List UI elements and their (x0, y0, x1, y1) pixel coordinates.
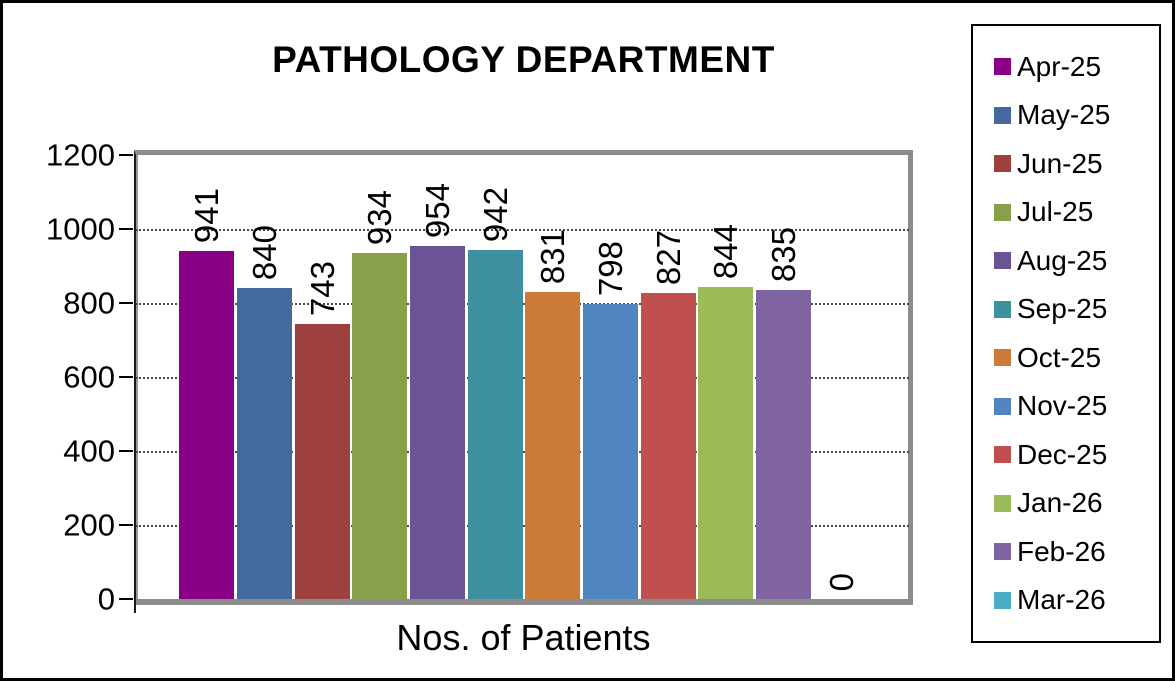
y-axis-tick-label: 0 (97, 581, 115, 617)
y-axis-tick-mark (119, 302, 133, 304)
y-axis-tick-mark (119, 524, 133, 526)
legend-item-Oct-25: Oct-25 (994, 341, 1159, 373)
legend-label: May-25 (1017, 99, 1111, 131)
legend-label: Feb-26 (1017, 535, 1106, 567)
legend: Apr-25 May-25 Jun-25 Jul-25 Aug-25 Sep-25 Oct-… (971, 24, 1161, 643)
bar-value-label: 831 (534, 228, 572, 284)
bar-slot: 942 (466, 155, 524, 599)
bar-value-label: 0 (822, 572, 860, 591)
legend-swatch-icon (994, 203, 1011, 221)
legend-label: Oct-25 (1017, 341, 1102, 373)
bar-value-label: 743 (303, 260, 341, 316)
legend-item-Mar-26: Mar-26 (994, 586, 1159, 614)
bar-Oct-25 (525, 292, 581, 599)
bar-slot: 954 (409, 155, 467, 599)
bar-slot: 934 (351, 155, 409, 599)
bar-slot: 835 (755, 155, 813, 599)
y-axis-tick-mark (119, 154, 133, 156)
y-axis-tick-mark (119, 450, 133, 452)
bar-slot: 743 (293, 155, 351, 599)
x-axis-title: Nos. of Patients (396, 617, 651, 658)
bar-value-label: 942 (476, 186, 514, 242)
legend-item-Sep-25: Sep-25 (994, 295, 1159, 323)
legend-item-Dec-25: Dec-25 (994, 438, 1159, 470)
bar-Sep-25 (467, 250, 523, 599)
legend-swatch-icon (994, 58, 1011, 76)
legend-label: Apr-25 (1017, 50, 1102, 82)
y-axis-tick-mark (119, 228, 133, 230)
legend-swatch-icon (994, 349, 1011, 367)
bar-Jul-25 (352, 253, 408, 599)
bar-slot: 831 (524, 155, 582, 599)
bar-value-label: 934 (361, 189, 399, 245)
bar-May-25 (236, 288, 292, 599)
bar-value-label: 827 (649, 229, 687, 285)
legend-swatch-icon (994, 106, 1011, 124)
legend-label: Jun-25 (1017, 147, 1103, 179)
legend-label: Nov-25 (1017, 390, 1108, 422)
legend-item-Nov-25: Nov-25 (994, 392, 1159, 420)
bar-slot: 798 (582, 155, 640, 599)
bar-Jun-25 (294, 324, 350, 599)
legend-swatch-icon (994, 300, 1011, 318)
bar-slot: 0 (812, 155, 870, 599)
bar-value-label: 835 (764, 226, 802, 282)
legend-swatch-icon (994, 446, 1011, 464)
y-axis-tick-label: 400 (63, 433, 115, 469)
legend-swatch-icon (994, 397, 1011, 415)
chart-title: PATHOLOGY DEPARTMENT (272, 39, 775, 80)
y-axis-tick-mark (119, 598, 133, 600)
bar-value-label: 798 (591, 240, 629, 296)
legend-item-Jul-25: Jul-25 (994, 198, 1159, 226)
bar-slot: 941 (178, 155, 236, 599)
bar-Apr-25 (179, 251, 235, 599)
legend-item-Feb-26: Feb-26 (994, 535, 1159, 567)
y-axis-tick-label: 1000 (46, 211, 115, 247)
legend-item-Aug-25: Aug-25 (994, 244, 1159, 276)
legend-label: Jan-26 (1017, 487, 1103, 519)
legend-swatch-icon (994, 155, 1011, 173)
legend-swatch-icon (994, 494, 1011, 512)
legend-swatch-icon (994, 591, 1011, 609)
y-axis-tick-label: 800 (63, 285, 115, 321)
y-axis-tick-mark (119, 376, 133, 378)
bar-Aug-25 (409, 246, 465, 599)
legend-item-Jun-25: Jun-25 (994, 147, 1159, 179)
bar-slot: 840 (236, 155, 294, 599)
legend-swatch-icon (994, 252, 1011, 270)
bar-slot: 844 (697, 155, 755, 599)
bar-value-label: 954 (418, 182, 456, 238)
bar-value-label: 844 (707, 223, 745, 279)
bar-Feb-26 (755, 290, 811, 599)
bar-value-label: 840 (245, 224, 283, 280)
legend-item-Jan-26: Jan-26 (994, 489, 1159, 517)
bar-Jan-26 (698, 287, 754, 599)
legend-label: Sep-25 (1017, 293, 1108, 325)
bar-value-label: 941 (188, 187, 226, 243)
legend-swatch-icon (994, 543, 1011, 561)
legend-label: Dec-25 (1017, 438, 1108, 470)
legend-item-Apr-25: Apr-25 (994, 50, 1159, 82)
bar-Dec-25 (640, 293, 696, 599)
legend-item-May-25: May-25 (994, 101, 1159, 129)
y-axis-tick-label: 200 (63, 507, 115, 543)
bar-Nov-25 (582, 304, 638, 599)
bar-slot: 827 (639, 155, 697, 599)
gridline (136, 229, 909, 231)
y-axis-tick-label: 600 (63, 359, 115, 395)
legend-label: Mar-26 (1017, 584, 1106, 616)
y-axis-tick-label: 1200 (46, 137, 115, 173)
legend-label: Jul-25 (1017, 196, 1094, 228)
legend-label: Aug-25 (1017, 244, 1108, 276)
